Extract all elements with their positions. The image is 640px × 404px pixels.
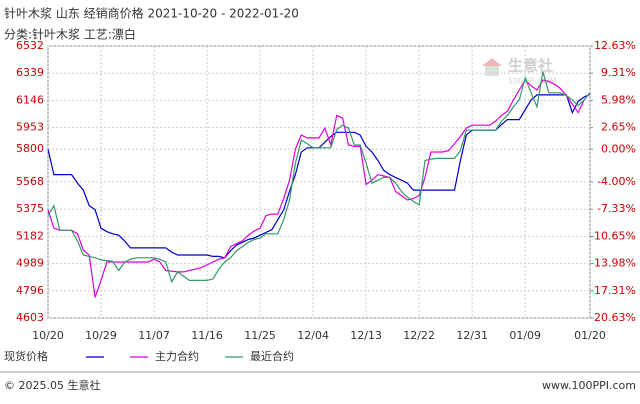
watermark: 生意社 100PPI.COM: [482, 57, 557, 86]
x-tick-label: 01/09: [509, 329, 541, 342]
footer-left: © 2025.05 生意社: [4, 378, 100, 392]
x-tick-label: 12/13: [350, 329, 382, 342]
y-tick-label: 5953: [16, 121, 44, 134]
y-tick-label: 4989: [16, 257, 44, 270]
y2-tick-label: -13.98%: [590, 257, 636, 270]
x-tick-label: 12/04: [297, 329, 329, 342]
y2-tick-label: -17.31%: [590, 284, 636, 297]
y2-tick-label: -7.33%: [597, 202, 636, 215]
y2-tick-label: -4.00%: [597, 175, 636, 188]
chart-subtitle: 分类:针叶木浆 工艺:漂白: [4, 27, 136, 42]
series-line: [47, 93, 591, 259]
y2-tick-label: -10.65%: [590, 229, 636, 242]
series-line: [47, 79, 591, 298]
watermark-icon: [482, 58, 502, 66]
watermark-text: 生意社: [508, 57, 553, 75]
y2-tick-label: -20.63%: [590, 311, 636, 324]
y2-tick-label: 12.63%: [594, 39, 636, 52]
x-tick-label: 10/29: [85, 329, 117, 342]
y-tick-label: 5375: [16, 202, 44, 215]
x-tick-label: 12/22: [403, 329, 435, 342]
y-tick-label: 4796: [16, 284, 44, 297]
y2-tick-label: 0.00%: [601, 142, 636, 155]
y2-tick-label: 5.98%: [601, 93, 636, 106]
y-tick-label: 5800: [16, 142, 44, 155]
chart-title: 针叶木浆 山东 经销商价格 2021-10-20 - 2022-01-20: [4, 6, 299, 21]
series-line: [47, 71, 591, 284]
y-tick-label: 6532: [16, 39, 44, 52]
legend-label: 最近合约: [250, 349, 294, 363]
legend-label: 主力合约: [155, 349, 199, 363]
x-tick-label: 10/20: [32, 329, 64, 342]
watermark-text: 100PPI.COM: [508, 77, 557, 86]
watermark-icon: [485, 66, 499, 76]
x-tick-label: 01/20: [574, 329, 606, 342]
y2-tick-label: 2.65%: [601, 121, 636, 134]
x-tick-label: 11/16: [191, 329, 223, 342]
footer-right: www.100PPI.com: [542, 379, 636, 392]
y-tick-label: 5568: [16, 175, 44, 188]
y-tick-label: 4603: [16, 311, 44, 324]
x-tick-label: 12/31: [456, 329, 488, 342]
y-tick-label: 5182: [16, 229, 44, 242]
legend-label: 现货价格: [4, 349, 48, 363]
y-tick-label: 6339: [16, 66, 44, 79]
x-tick-label: 11/25: [244, 329, 276, 342]
y2-tick-label: 9.31%: [601, 66, 636, 79]
x-tick-label: 11/07: [138, 329, 170, 342]
y-tick-label: 6146: [16, 93, 44, 106]
